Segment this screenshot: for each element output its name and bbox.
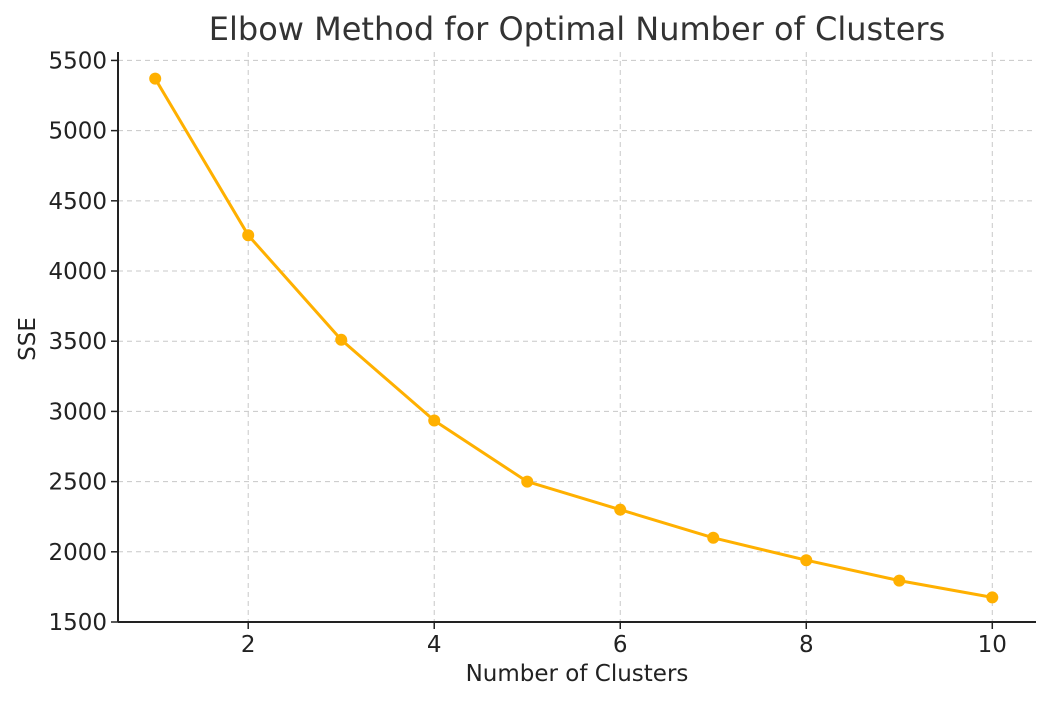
data-point	[614, 503, 627, 516]
y-tick-label: 3000	[48, 399, 107, 425]
x-tick-label: 6	[613, 632, 628, 658]
y-tick-label: 5000	[48, 119, 107, 145]
series-layer	[149, 72, 999, 604]
data-point	[893, 574, 906, 587]
y-tick-label: 4500	[48, 189, 107, 215]
x-tick-label: 2	[241, 632, 256, 658]
x-axis-label: Number of Clusters	[466, 661, 689, 687]
y-tick-label: 2000	[48, 540, 107, 566]
data-point	[335, 333, 348, 346]
data-point	[428, 414, 441, 427]
data-point	[149, 72, 162, 85]
grid-layer	[118, 52, 1036, 622]
x-tick-label: 8	[799, 632, 814, 658]
data-point	[986, 591, 999, 604]
axes-layer: 2 4 6 8 10 1500 2000 2500 3000 3500 4000 4500 5000 55…	[48, 48, 1036, 658]
x-tick-label: 10	[978, 632, 1007, 658]
y-axis-label: SSE	[15, 317, 41, 361]
y-tick-label: 2500	[48, 470, 107, 496]
chart-title: Elbow Method for Optimal Number of Clust…	[209, 10, 945, 48]
data-point	[521, 475, 534, 488]
data-point	[242, 229, 255, 242]
x-tick-label: 4	[427, 632, 442, 658]
sse-line	[153, 77, 993, 599]
y-tick-label: 5500	[48, 48, 107, 74]
y-tick-label: 4000	[48, 259, 107, 285]
y-tick-label: 3500	[48, 329, 107, 355]
data-point	[800, 554, 813, 567]
y-tick-label: 1500	[48, 610, 107, 636]
data-point	[707, 531, 720, 544]
